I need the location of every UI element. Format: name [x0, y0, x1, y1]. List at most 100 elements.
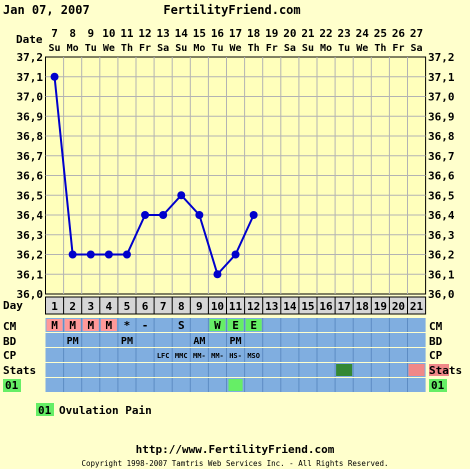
legend-code: 01	[38, 404, 52, 417]
cm-value: M	[106, 319, 113, 332]
date-label: 12	[138, 27, 151, 40]
chart-footer: http://www.FertilityFriend.com Copyright…	[81, 443, 388, 468]
bd-value: PM	[67, 336, 79, 347]
y-tick-label-right: 37,2	[428, 51, 455, 64]
date-label: 23	[338, 27, 351, 40]
row-labels: Day CM BD CP Stats CM BD CP Stats	[3, 299, 462, 377]
weekday-label: Mo	[193, 43, 205, 54]
footer-url[interactable]: http://www.FertilityFriend.com	[136, 443, 335, 456]
day-number: 18	[356, 300, 369, 313]
chart-date: Jan 07, 2007	[3, 3, 90, 17]
cp-value: MMC	[175, 352, 188, 360]
weekday-label: Fr	[266, 43, 278, 54]
date-label: 22	[319, 27, 332, 40]
cm-cell	[227, 319, 244, 331]
y-tick-label: 36,5	[17, 189, 44, 202]
day-number: 6	[142, 300, 149, 313]
y-tick-label-right: 36,6	[428, 170, 455, 183]
day-number: 3	[87, 300, 94, 313]
cm-value: M	[87, 319, 94, 332]
date-label: 18	[247, 27, 260, 40]
data-rows: 1 2 3 4 5 6 7 8 9 10 11 12 13 14 15 16 17 18 19 20 21M M M M * - S…	[3, 296, 449, 392]
y-tick-label-right: 36,5	[428, 189, 455, 202]
date-label: 20	[283, 27, 296, 40]
cm-cell	[82, 319, 99, 331]
cp-row	[45, 348, 426, 362]
cm-cell	[209, 319, 226, 331]
y-tick-label: 36,2	[17, 249, 44, 262]
day-number: 20	[392, 300, 405, 313]
y-tick-label: 37,1	[17, 71, 44, 84]
y-tick-label: 36,9	[17, 110, 44, 123]
cm-cell	[100, 319, 117, 331]
day-number: 19	[374, 300, 387, 313]
y-tick-label-right: 37,0	[428, 91, 455, 104]
day-row-label: Day	[3, 299, 23, 312]
weekday-label: Sa	[411, 43, 423, 54]
cm-value: E	[232, 319, 239, 332]
symptom-code-swatch-right	[429, 379, 447, 392]
day-number: 17	[338, 300, 351, 313]
legend-swatch	[36, 403, 54, 416]
cm-row-label-right: CM	[429, 320, 443, 333]
symptom-mark	[228, 379, 243, 391]
plot-area	[45, 56, 427, 295]
symptom-code-label-right: 01	[431, 379, 445, 392]
bd-row-label-right: BD	[429, 335, 443, 348]
cm-value: M	[51, 319, 58, 332]
day-number: 16	[319, 300, 333, 313]
y-tick-label: 36,3	[17, 229, 44, 242]
y-tick-label-right: 36,4	[428, 209, 455, 222]
footer-copyright: Copyright 1998-2007 Tamtris Web Services…	[81, 459, 388, 468]
cp-value: LFC	[157, 352, 170, 360]
weekday-label: Sa	[157, 43, 169, 54]
day-number: 8	[178, 300, 185, 313]
day-number: 13	[265, 300, 278, 313]
day-number: 21	[410, 300, 424, 313]
legend: 01 Ovulation Pain	[36, 403, 152, 417]
day-number: 12	[247, 300, 260, 313]
date-row-label: Date	[16, 33, 43, 46]
y-tick-label-right: 36,1	[428, 268, 455, 281]
date-label: 25	[374, 27, 387, 40]
y-tick-label: 37,2	[17, 51, 44, 64]
cp-row-label: CP	[3, 349, 17, 362]
day-number: 7	[160, 300, 167, 313]
cm-value: -	[142, 319, 149, 332]
y-tick-label-right: 36,7	[428, 150, 455, 163]
y-tick-label-right: 36,3	[428, 229, 455, 242]
date-label: 16	[211, 27, 225, 40]
weekday-label: Tu	[85, 43, 97, 54]
bd-value: PM	[121, 336, 133, 347]
weekday-label: Mo	[67, 43, 79, 54]
temperature-point	[249, 211, 258, 219]
y-axis-labels: 37,2 37,2 37,1 37,1 37,0 37,0 36,9 36,9 36,8 36,8…	[17, 51, 455, 301]
date-label: 10	[102, 27, 115, 40]
day-number: 1	[51, 300, 58, 313]
weekday-label: Su	[302, 43, 314, 54]
temperature-point	[231, 250, 240, 259]
weekday-label: Th	[374, 43, 386, 54]
stats-right-marker	[429, 364, 449, 376]
cp-value: MSO	[247, 352, 260, 360]
cp-value: MM-	[193, 352, 206, 360]
cm-row-label: CM	[3, 320, 17, 333]
weekday-label: We	[103, 43, 115, 54]
cp-value: MM-	[211, 352, 224, 360]
date-label: 17	[229, 27, 242, 40]
y-tick-label-right: 36,0	[428, 288, 455, 301]
day-number: 10	[211, 300, 224, 313]
site-name[interactable]: FertilityFriend.com	[163, 3, 300, 17]
temperature-point	[141, 211, 150, 219]
weekday-label: We	[356, 43, 368, 54]
date-label: 7	[51, 27, 58, 40]
temperature-point	[195, 211, 204, 219]
temperature-point	[213, 270, 222, 279]
weekday-label: Fr	[392, 43, 404, 54]
cm-cell	[46, 319, 63, 331]
y-tick-label: 36,8	[17, 130, 44, 143]
y-tick-label: 36,7	[17, 150, 44, 163]
y-tick-label: 36,6	[17, 170, 44, 183]
symptom-code-label: 01	[5, 379, 19, 392]
